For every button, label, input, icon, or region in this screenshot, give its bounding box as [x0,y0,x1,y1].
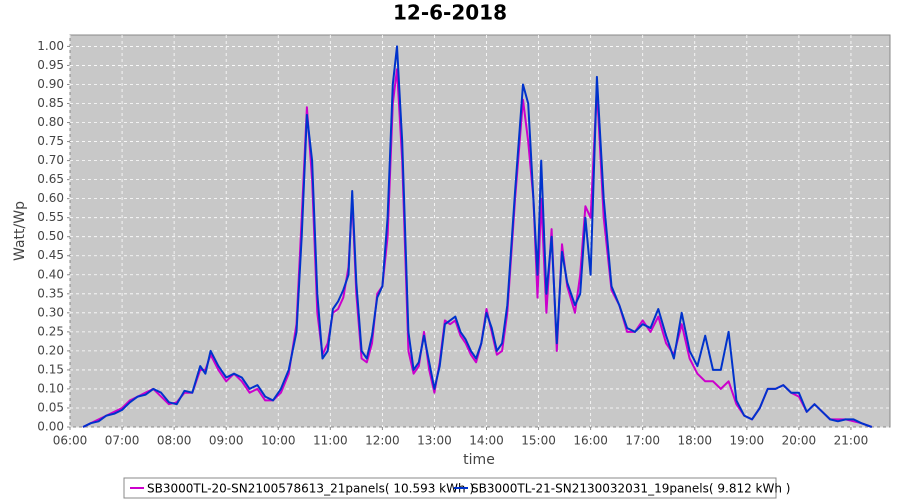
y-tick-label: 0.00 [37,420,64,434]
y-axis-label: Watt/Wp [12,201,28,261]
x-tick-label: 07:00 [105,434,140,448]
x-tick-label: 15:00 [521,434,556,448]
legend-label: SB3000TL-21-SN2130032031_19panels( 9.812… [471,482,790,496]
x-axis-label: time [463,452,495,468]
y-tick-label: 0.05 [37,400,64,414]
x-tick-label: 08:00 [157,434,192,448]
x-tick-label: 06:00 [53,434,88,448]
y-tick-label: 0.35 [37,286,64,300]
y-tick-label: 0.70 [37,153,64,167]
x-tick-label: 11:00 [313,434,348,448]
y-tick-label: 0.50 [37,229,64,243]
y-tick-label: 0.40 [37,267,64,281]
y-tick-label: 0.80 [37,115,64,129]
x-tick-label: 21:00 [834,434,869,448]
x-tick-label: 19:00 [730,434,765,448]
y-tick-label: 0.10 [37,381,64,395]
x-tick-label: 17:00 [625,434,660,448]
y-tick-label: 0.15 [37,362,64,376]
y-tick-label: 0.25 [37,324,64,338]
plot-area [69,34,891,428]
y-tick-label: 0.60 [37,191,64,205]
x-tick-label: 18:00 [677,434,712,448]
x-tick-label: 16:00 [573,434,608,448]
series-line [82,45,873,428]
chart-title: 12-6-2018 [393,1,507,25]
y-tick-label: 0.65 [37,172,64,186]
x-tick-label: 20:00 [782,434,817,448]
x-tick-label: 09:00 [209,434,244,448]
y-tick-label: 0.75 [37,134,64,148]
legend-label: SB3000TL-20-SN2100578613_21panels( 10.59… [147,482,474,496]
x-tick-label: 12:00 [365,434,400,448]
x-tick-label: 10:00 [261,434,296,448]
x-tick-label: 13:00 [417,434,452,448]
y-tick-label: 0.30 [37,305,64,319]
legend [123,477,777,499]
y-tick-label: 0.85 [37,96,64,110]
y-tick-label: 1.00 [37,39,64,53]
y-tick-label: 0.90 [37,77,64,91]
y-tick-label: 0.20 [37,343,64,357]
x-tick-label: 14:00 [469,434,504,448]
y-tick-label: 0.45 [37,248,64,262]
y-tick-label: 0.95 [37,58,64,72]
y-tick-label: 0.55 [37,210,64,224]
